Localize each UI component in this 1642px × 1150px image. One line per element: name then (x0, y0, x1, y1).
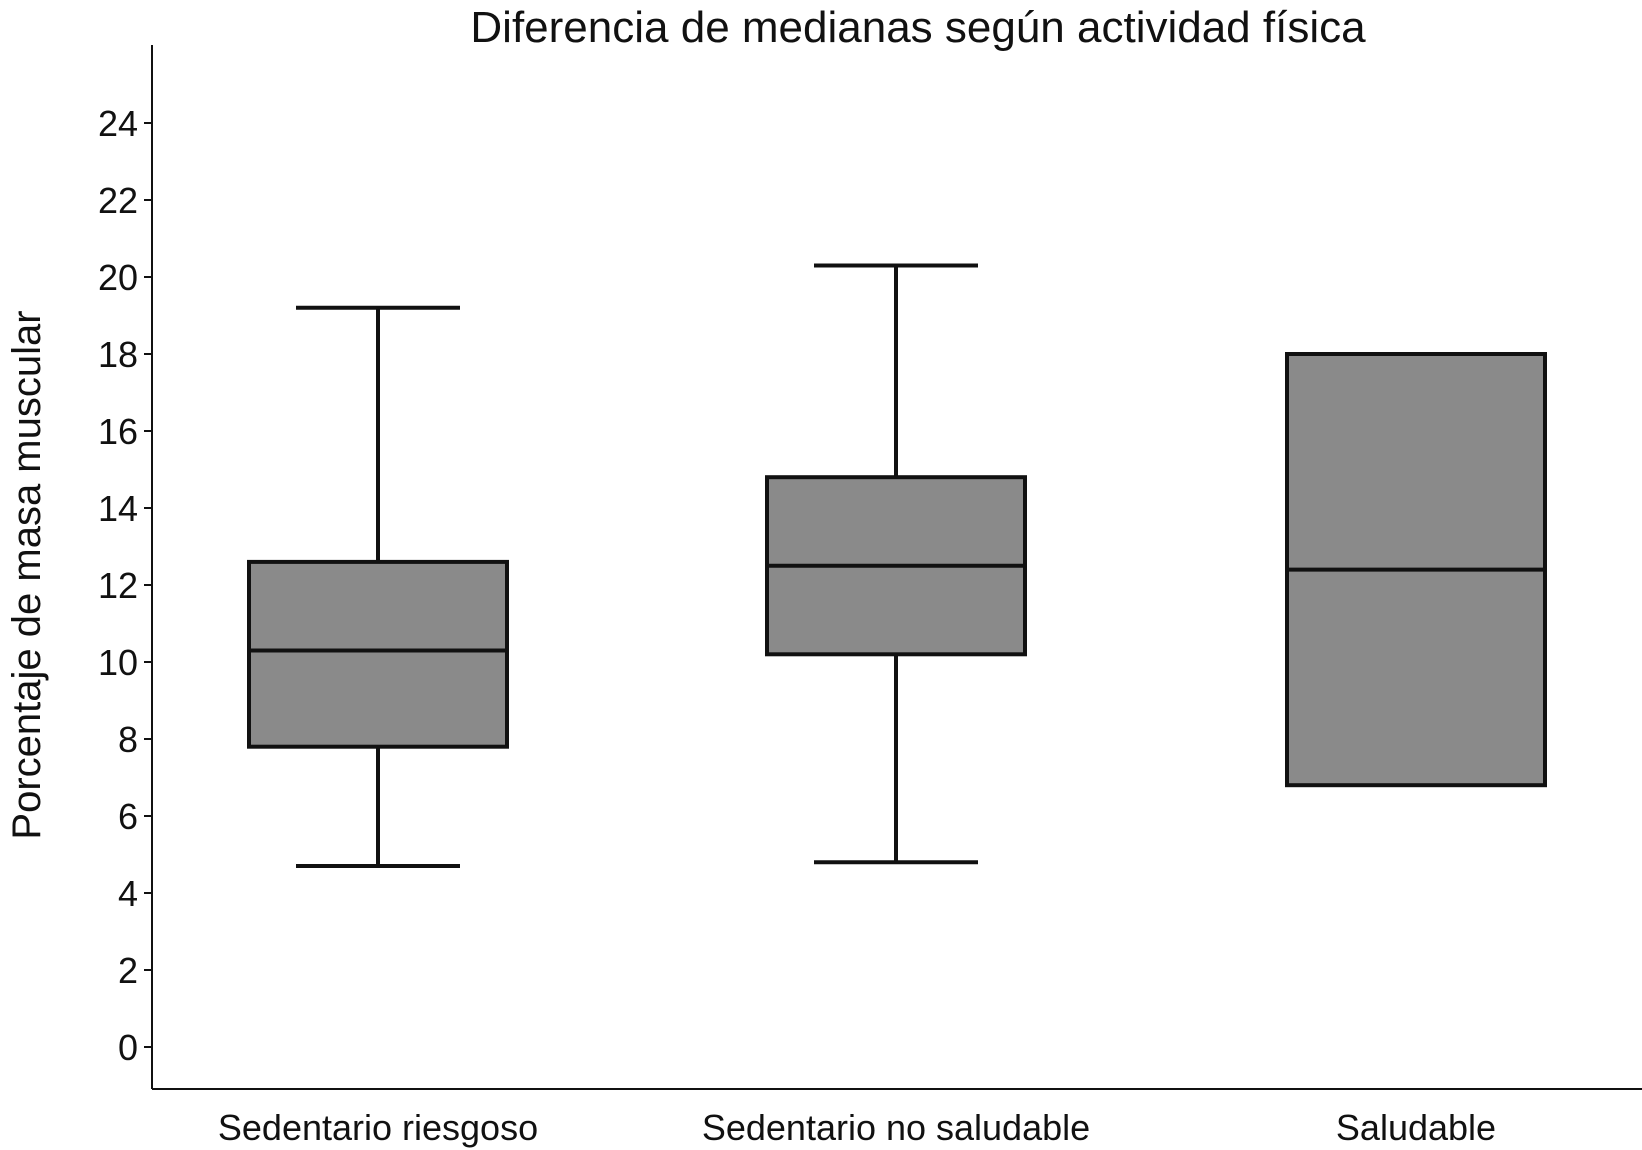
box-group (247, 305, 509, 869)
y-tick-label: 2 (118, 950, 138, 991)
box-group (1285, 352, 1547, 788)
y-tick-label: 10 (98, 642, 138, 683)
y-tick-label: 20 (98, 257, 138, 298)
chart-title: Diferencia de medianas según actividad f… (470, 3, 1366, 52)
y-tick-label: 8 (118, 719, 138, 760)
y-tick-label: 6 (118, 796, 138, 837)
iqr-box (247, 559, 509, 749)
y-tick-label: 12 (98, 565, 138, 606)
y-tick-label: 22 (98, 180, 138, 221)
x-category-label: Sedentario no saludable (702, 1107, 1090, 1148)
y-tick-label: 4 (118, 873, 138, 914)
axes (151, 45, 1642, 1090)
boxes (247, 263, 1547, 869)
y-tick-label: 24 (98, 103, 138, 144)
y-tick-label: 0 (118, 1027, 138, 1068)
y-tick-label: 16 (98, 411, 138, 452)
x-category-label: Sedentario riesgoso (218, 1107, 538, 1148)
x-axis-labels: Sedentario riesgoso Sedentario no saludab… (218, 1107, 1496, 1148)
box-group (765, 263, 1027, 865)
x-category-label: Saludable (1336, 1107, 1496, 1148)
y-axis-label: Porcentaje de masa muscular (5, 310, 49, 839)
y-tick-label: 14 (98, 488, 138, 529)
y-tick-label: 18 (98, 334, 138, 375)
